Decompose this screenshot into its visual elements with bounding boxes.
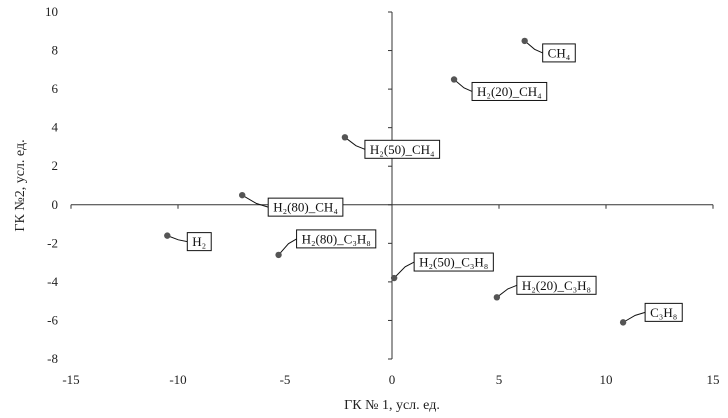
leader-line [393, 261, 415, 279]
leader-line [241, 194, 269, 208]
y-tick-label: 0 [52, 197, 59, 212]
y-axis-title: ГК №2, усл. ед. [13, 139, 28, 231]
x-tick-label: -10 [169, 372, 186, 387]
data-point-label-box [542, 43, 576, 63]
data-point-marker [450, 76, 458, 83]
leader-line [496, 284, 518, 298]
x-tick-label: -5 [280, 372, 291, 387]
y-tick-label: -6 [47, 312, 58, 327]
data-point-label: H₂(80)_C₃H₈ [302, 231, 371, 246]
data-point-label-box [644, 302, 683, 322]
data-point-label: H₂(20)_CH₄ [477, 84, 542, 99]
y-tick-label: 4 [52, 120, 59, 135]
data-point-group: H₂(20)_C₃H₈ [493, 275, 597, 301]
data-point-label: H₂(50)_C₃H₈ [419, 255, 488, 270]
y-tick-label: -4 [47, 274, 58, 289]
data-point-group: H₂(50)_CH₄ [341, 134, 441, 159]
y-tick-label: 8 [52, 43, 59, 58]
data-point-group: CH₄ [521, 37, 576, 63]
data-point-label-box [471, 81, 548, 101]
data-point-group: H₂ [164, 232, 212, 252]
leader-line [167, 235, 188, 243]
data-points: CH₄ H₂(20)_CH₄ H₂(50)_CH₄ H₂(80)_CH₄ H₂ H₂(80… [164, 37, 683, 326]
data-point-label: H₂(20)_C₃H₈ [522, 278, 591, 293]
data-point-label-box [516, 275, 597, 295]
x-tick-label: 10 [600, 372, 613, 387]
leader-line [524, 40, 543, 54]
x-tick-label: 15 [707, 372, 720, 387]
data-point-group: H₂(20)_CH₄ [450, 76, 548, 101]
data-point-marker [619, 319, 627, 326]
y-tick-label: -8 [47, 351, 58, 366]
data-point-marker [390, 274, 398, 282]
x-tick-label: 5 [496, 372, 503, 387]
data-point-marker [341, 134, 349, 141]
data-point-label-box [296, 229, 377, 249]
y-tick-label: 2 [52, 158, 59, 173]
x-axis-title: ГК № 1, усл. ед. [344, 398, 440, 413]
data-point-marker [239, 191, 246, 199]
leader-line [453, 79, 473, 92]
data-point-marker [275, 251, 282, 259]
data-point-label: C₃H₈ [650, 305, 677, 320]
y-tick-label: -2 [47, 235, 58, 250]
x-tick-label: -15 [62, 372, 79, 387]
axes: -15 -10 -5 0 5 10 15 -8 -6 -4 -2 0 2 4 6 8 10 [45, 4, 720, 387]
data-point-label-box [186, 232, 212, 252]
leader-line [344, 136, 366, 150]
data-point-label-box [413, 252, 494, 272]
data-point-marker [493, 294, 501, 301]
leader-line [622, 311, 646, 323]
data-point-label: H₂(50)_CH₄ [370, 142, 435, 157]
data-point-group: H₂(80)_CH₄ [239, 191, 344, 217]
data-point-label-box [267, 197, 344, 217]
y-tick-label: 6 [52, 81, 59, 96]
data-point-group: C₃H₈ [619, 302, 683, 326]
x-tick-label: 0 [389, 372, 396, 387]
data-point-label: H₂ [192, 234, 206, 249]
data-point-group: H₂(50)_C₃H₈ [390, 252, 494, 282]
data-point-marker [521, 37, 528, 45]
data-point-label-box [364, 139, 441, 159]
data-point-marker [164, 232, 171, 239]
data-point-label: H₂(80)_CH₄ [273, 200, 338, 215]
data-point-group: H₂(80)_C₃H₈ [275, 229, 377, 259]
y-tick-label: 10 [45, 4, 58, 19]
leader-line [278, 238, 297, 256]
data-point-label: CH₄ [548, 45, 571, 60]
